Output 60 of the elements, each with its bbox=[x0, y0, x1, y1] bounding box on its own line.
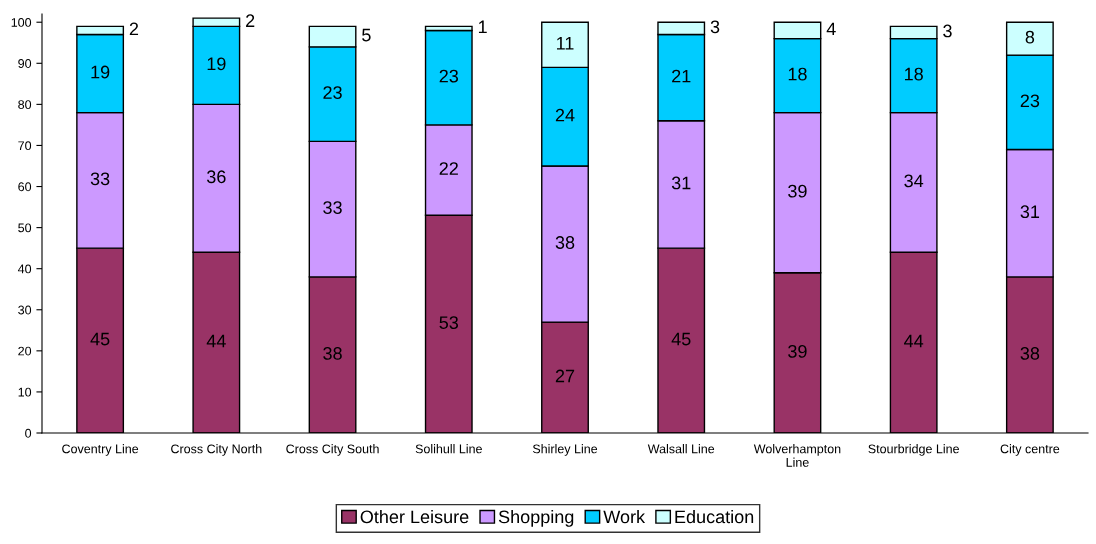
data-label: 5 bbox=[362, 28, 371, 42]
data-label: 19 bbox=[91, 65, 110, 79]
data-label: 8 bbox=[1025, 30, 1035, 44]
data-label: 1 bbox=[478, 20, 487, 34]
data-label: 19 bbox=[207, 57, 226, 71]
y-tick-label: 30 bbox=[18, 305, 32, 315]
y-tick-label: 70 bbox=[18, 141, 32, 151]
data-label: 2 bbox=[129, 22, 139, 36]
x-tick-label: City centre bbox=[1000, 444, 1060, 456]
x-tick-label: Cross City North bbox=[171, 444, 262, 456]
x-tick-label: Wolverhampton Line bbox=[753, 444, 841, 467]
legend-label: Work bbox=[603, 510, 646, 524]
data-label: 33 bbox=[323, 201, 342, 214]
y-tick-label: 80 bbox=[18, 100, 32, 110]
data-label: 21 bbox=[672, 69, 691, 83]
legend-label: Education bbox=[675, 510, 754, 524]
data-label: 18 bbox=[788, 67, 807, 81]
data-label: 34 bbox=[904, 174, 924, 188]
data-label: 24 bbox=[555, 108, 575, 122]
data-label: 27 bbox=[555, 369, 575, 383]
y-tick-label: 20 bbox=[18, 346, 32, 356]
data-label: 38 bbox=[1020, 347, 1040, 360]
y-tick-label: 0 bbox=[25, 428, 32, 438]
y-tick-label: 60 bbox=[18, 182, 32, 192]
data-label: 31 bbox=[671, 176, 691, 190]
data-label: 22 bbox=[439, 162, 458, 175]
y-tick-label: 10 bbox=[18, 387, 32, 397]
data-label: 23 bbox=[1020, 94, 1040, 108]
x-tick-label: Cross City South bbox=[286, 444, 379, 456]
data-label: 45 bbox=[671, 332, 691, 346]
legend-label: Other Leisure bbox=[360, 510, 469, 524]
data-label: 23 bbox=[439, 69, 459, 83]
data-label: 3 bbox=[710, 20, 720, 34]
data-label: 11 bbox=[557, 37, 574, 50]
data-label: 4 bbox=[826, 22, 836, 36]
x-tick-label: Shirley Line bbox=[532, 444, 598, 456]
data-label: 53 bbox=[439, 316, 459, 329]
data-label: 45 bbox=[90, 332, 110, 346]
data-label: 36 bbox=[206, 170, 226, 184]
data-label: 38 bbox=[555, 236, 575, 249]
data-label: 18 bbox=[905, 67, 923, 81]
data-label: 44 bbox=[904, 334, 924, 348]
data-label: 38 bbox=[323, 347, 342, 360]
data-label: 39 bbox=[788, 344, 807, 358]
data-label: 31 bbox=[1020, 205, 1040, 219]
x-tick-label: Coventry Line bbox=[62, 444, 139, 456]
data-label: 44 bbox=[206, 334, 226, 348]
y-tick-label: 90 bbox=[18, 59, 32, 68]
x-tick-label: Stourbridge Line bbox=[868, 444, 959, 456]
x-tick-label: Walsall Line bbox=[647, 444, 715, 454]
x-tick-label: Solihull Line bbox=[415, 444, 482, 454]
y-tick-label: 100 bbox=[11, 18, 32, 27]
data-label: 33 bbox=[90, 172, 110, 186]
data-label: 3 bbox=[943, 24, 952, 38]
data-label: 2 bbox=[246, 14, 255, 27]
y-tick-label: 50 bbox=[18, 223, 32, 233]
data-label: 39 bbox=[788, 184, 807, 198]
data-label: 23 bbox=[323, 86, 342, 99]
y-tick-label: 40 bbox=[17, 264, 32, 274]
legend-label: Shopping bbox=[498, 510, 574, 527]
